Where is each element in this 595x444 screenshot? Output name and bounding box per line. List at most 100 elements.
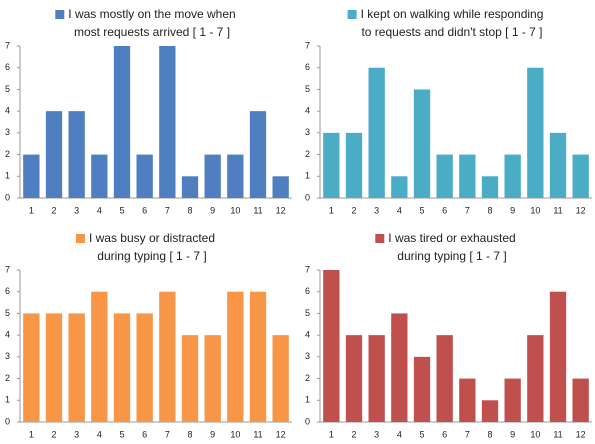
bar [504,154,521,198]
y-tick-label: 3 [5,351,10,361]
y-tick-label: 6 [5,62,10,72]
x-tick-label: 2 [351,205,356,215]
x-tick-label: 2 [51,205,56,215]
x-tick-label: 6 [442,205,447,215]
x-tick-label: 4 [397,205,402,215]
y-tick-label: 2 [305,149,310,159]
chart-title: I was busy or distracted [89,231,215,245]
bar [227,154,244,198]
x-tick-label: 5 [419,429,424,439]
x-tick-label: 8 [187,205,192,215]
y-tick-label: 3 [305,127,310,137]
x-tick-label: 6 [442,429,447,439]
bar [204,154,221,198]
bar [436,335,453,422]
x-tick-label: 4 [397,429,402,439]
bar [249,291,267,422]
y-tick-label: 4 [5,106,10,116]
y-tick-label: 7 [305,40,310,50]
y-tick-label: 7 [305,264,310,274]
bar [227,291,244,422]
x-tick-label: 8 [187,429,192,439]
x-tick-label: 11 [253,205,262,215]
y-tick-label: 1 [305,171,310,181]
chart-panel: I was tired or exhausted during typing [ … [305,231,592,439]
chart-title: to requests and didn't stop [ 1 - 7 ] [361,25,542,39]
bar [504,378,521,422]
y-tick-label: 1 [305,395,310,405]
bar [159,46,176,198]
chart-title: most requests arrived [ 1 - 7 ] [74,25,230,39]
x-tick-label: 9 [210,429,215,439]
y-tick-label: 3 [5,127,10,137]
x-tick-label: 9 [210,205,215,215]
bar [91,291,108,422]
y-tick-label: 0 [5,416,10,426]
chart-title: I kept on walking while responding [361,7,544,21]
x-tick-label: 3 [74,429,79,439]
legend-swatch [375,234,385,243]
bar [323,270,340,422]
x-tick-label: 5 [119,205,124,215]
bar [249,111,267,198]
chart-panel: I was busy or distracted during typing [ … [5,231,292,439]
x-tick-label: 2 [51,429,56,439]
x-tick-label: 5 [119,429,124,439]
x-tick-label: 10 [230,205,240,215]
y-tick-label: 7 [5,264,10,274]
y-tick-label: 4 [5,330,10,340]
x-tick-label: 11 [253,429,262,439]
x-tick-label: 6 [142,205,147,215]
x-tick-label: 7 [465,429,470,439]
y-tick-label: 1 [5,395,10,405]
chart-title: I was tired or exhausted [388,231,515,245]
legend-swatch [347,10,357,19]
bar [91,154,108,198]
y-tick-label: 5 [5,308,10,318]
x-tick-label: 11 [553,429,562,439]
bar [136,313,153,422]
x-tick-label: 10 [530,429,540,439]
x-tick-label: 6 [142,429,147,439]
bar [436,154,453,198]
y-tick-label: 0 [305,416,310,426]
bar [391,176,408,198]
x-tick-label: 4 [97,429,102,439]
chart-panel: I kept on walking while responding to req… [305,7,592,215]
x-tick-label: 3 [74,205,79,215]
y-tick-label: 2 [5,149,10,159]
chart-title: during typing [ 1 - 7 ] [97,249,206,263]
bar [481,400,499,422]
bar [113,313,131,422]
x-tick-label: 10 [530,205,540,215]
y-tick-label: 6 [305,286,310,296]
y-tick-label: 2 [305,373,310,383]
chart-title: during typing [ 1 - 7 ] [397,249,506,263]
y-tick-label: 0 [5,192,10,202]
x-tick-label: 10 [230,429,240,439]
bar [549,291,567,422]
bar [572,154,589,198]
bar [413,356,431,422]
bar [68,313,85,422]
chart-panel: I was mostly on the move when most reques… [5,7,292,215]
bar [113,46,131,198]
x-tick-label: 7 [465,205,470,215]
y-tick-label: 5 [305,308,310,318]
bar [136,154,153,198]
bar [272,335,289,422]
bar [481,176,499,198]
x-tick-label: 5 [419,205,424,215]
x-tick-label: 12 [576,205,586,215]
x-tick-label: 1 [29,429,34,439]
bar [181,335,199,422]
bar [159,291,176,422]
x-tick-label: 11 [553,205,562,215]
bar [68,111,85,198]
bar [549,132,567,198]
legend-swatch [55,10,65,19]
x-tick-label: 1 [29,205,34,215]
y-tick-label: 7 [5,40,10,50]
bar [181,176,199,198]
